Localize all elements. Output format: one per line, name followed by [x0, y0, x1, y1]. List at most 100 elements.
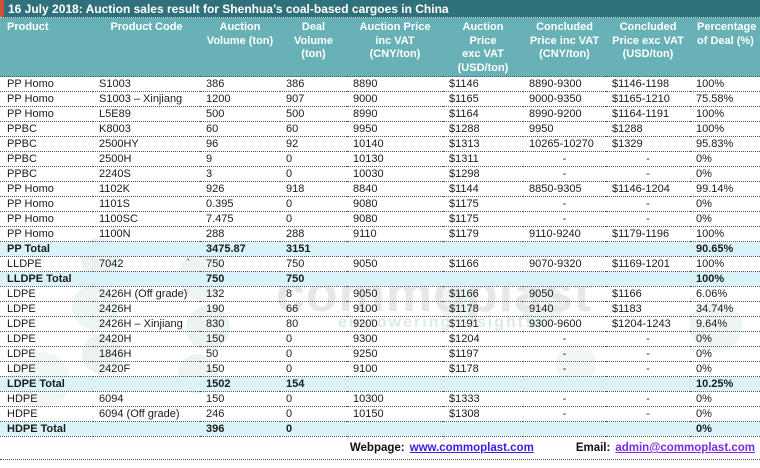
cell-product: LDPE — [0, 346, 93, 362]
cell-auction-price-inc-vat: 9080 — [347, 211, 443, 227]
cell-product-code — [93, 271, 200, 287]
table-row: PP Homo 1101S 0.395 0 9080 $1175- -0% — [0, 196, 760, 212]
cell-auction-price-inc-vat: 9100 — [347, 361, 443, 377]
cell-percentage-of-deal: 0% — [690, 166, 760, 182]
cell-concluded-price-inc-vat: - — [523, 391, 606, 407]
email-link[interactable]: admin@commoplast.com — [615, 442, 755, 454]
cell-concluded-price-inc-vat: - — [523, 151, 606, 167]
accent-stripe — [0, 0, 4, 17]
cell-auction-price-inc-vat: 9050 — [347, 286, 443, 302]
total-row: HDPE Total 396 0 0% — [0, 421, 760, 437]
cell-auction-price-inc-vat: 9300 — [347, 331, 443, 347]
cell-concluded-price-exc-vat — [606, 421, 690, 437]
cell-concluded-price-exc-vat: - — [606, 196, 690, 212]
cell-auction-price-inc-vat: 10150 — [347, 406, 443, 422]
cell-auction-volume: 500 — [200, 106, 280, 122]
cell-concluded-price-exc-vat: $1179-1196 — [606, 226, 690, 242]
table-row: PP Homo 1100N 288 288 9110 $1179 9110-9240 $117… — [0, 226, 760, 242]
col-header-percentage-of-deal: Percentage of Deal (%) — [690, 18, 760, 77]
table-row: LDPE 2426H 190 66 9100 $1178 9140 $1183 34.74% — [0, 301, 760, 317]
col-header-concluded-price-exc-vat: Concluded Price exc VAT (USD/ton) — [606, 18, 690, 77]
cell-auction-price-exc-vat: $1166 — [443, 286, 523, 302]
cell-concluded-price-inc-vat: - — [523, 361, 606, 377]
cell-auction-price-exc-vat — [443, 421, 523, 437]
table-row: LDPE 1846H 50 0 9250 $1197- -0% — [0, 346, 760, 362]
webpage-link[interactable]: www.commoplast.com — [409, 442, 534, 454]
header-row: Product Product Code Auction Volume (ton) D… — [0, 18, 760, 77]
cell-auction-price-inc-vat: 10140 — [347, 136, 443, 152]
cell-concluded-price-exc-vat — [606, 376, 690, 392]
cell-auction-price-exc-vat — [443, 241, 523, 257]
cell-product: HDPE — [0, 406, 93, 422]
cell-auction-price-exc-vat: $1146 — [443, 76, 523, 92]
cell-product-code: K8003 — [93, 121, 200, 137]
cell-concluded-price-exc-vat: - — [606, 361, 690, 377]
table-row: PP Homo L5E89 500 500 8990 $1164 8990-9200 $116… — [0, 106, 760, 122]
cell-percentage-of-deal: 100% — [690, 271, 760, 287]
cell-auction-price-inc-vat: 10130 — [347, 151, 443, 167]
cell-percentage-of-deal: 0% — [690, 151, 760, 167]
total-row: LDPE Total 1502 154 10.25% — [0, 376, 760, 392]
cell-auction-price-inc-vat: 9080 — [347, 196, 443, 212]
cell-product-code: L5E89 — [93, 106, 200, 122]
cell-deal-volume: 0 — [280, 331, 347, 347]
cell-deal-volume: 0 — [280, 196, 347, 212]
cell-concluded-price-exc-vat: $1166 — [606, 286, 690, 302]
cell-auction-volume: 7.475 — [200, 211, 280, 227]
cell-percentage-of-deal: 0% — [690, 211, 760, 227]
cell-product-code: 6094 (Off grade) — [93, 406, 200, 422]
cell-concluded-price-exc-vat: - — [606, 346, 690, 362]
cell-product: PPBC — [0, 151, 93, 167]
cell-auction-price-exc-vat: $1191 — [443, 316, 523, 332]
cell-auction-price-exc-vat — [443, 271, 523, 287]
cell-auction-price-exc-vat: $1178 — [443, 301, 523, 317]
cell-deal-volume: 0 — [280, 361, 347, 377]
cell-concluded-price-exc-vat: - — [606, 211, 690, 227]
cell-percentage-of-deal: 100% — [690, 226, 760, 242]
auction-table-wrap: Product Product Code Auction Volume (ton) D… — [0, 18, 760, 437]
cell-percentage-of-deal: 10.25% — [690, 376, 760, 392]
cell-auction-price-exc-vat: $1308 — [443, 406, 523, 422]
cell-auction-price-inc-vat — [347, 271, 443, 287]
cell-product: LDPE — [0, 361, 93, 377]
cell-auction-volume: 1502 — [200, 376, 280, 392]
cell-concluded-price-inc-vat: - — [523, 346, 606, 362]
cell-deal-volume: 0 — [280, 166, 347, 182]
auction-table: Product Product Code Auction Volume (ton) D… — [0, 18, 760, 437]
cell-auction-volume: 9 — [200, 151, 280, 167]
table-row: PP Homo S1003 – Xinjiang 1200 907 9000 $1165 9… — [0, 91, 760, 107]
cell-auction-price-exc-vat: $1175 — [443, 211, 523, 227]
cell-product-code: 1100N — [93, 226, 200, 242]
table-row: PP Homo S1003 386 386 8890 $1146 8890-9300 $114… — [0, 76, 760, 92]
cell-concluded-price-exc-vat: $1169-1201 — [606, 256, 690, 272]
cell-auction-volume: 50 — [200, 346, 280, 362]
cell-auction-volume: 0.395 — [200, 196, 280, 212]
cell-concluded-price-inc-vat: 8850-9305 — [523, 181, 606, 197]
cell-percentage-of-deal: 99.14% — [690, 181, 760, 197]
cell-auction-volume: 3475.87 — [200, 241, 280, 257]
cell-auction-volume: 150 — [200, 361, 280, 377]
cell-auction-price-inc-vat — [347, 421, 443, 437]
cell-deal-volume: 288 — [280, 226, 347, 242]
cell-product-code — [93, 241, 200, 257]
cell-auction-price-exc-vat: $1175 — [443, 196, 523, 212]
cell-product: PP Homo — [0, 76, 93, 92]
cell-deal-volume: 60 — [280, 121, 347, 137]
cell-percentage-of-deal: 0% — [690, 346, 760, 362]
cell-percentage-of-deal: 0% — [690, 421, 760, 437]
cell-product-code: 1846H — [93, 346, 200, 362]
cell-deal-volume: 0 — [280, 346, 347, 362]
cell-concluded-price-inc-vat: 8990-9200 — [523, 106, 606, 122]
table-row: PP Homo 1102K 926 918 8840 $1144 8850-9305 $114… — [0, 181, 760, 197]
cell-percentage-of-deal: 100% — [690, 76, 760, 92]
cell-percentage-of-deal: 100% — [690, 106, 760, 122]
cell-product-code: 6094 — [93, 391, 200, 407]
cell-concluded-price-exc-vat: - — [606, 166, 690, 182]
cell-product: PPBC — [0, 166, 93, 182]
cell-percentage-of-deal: 90.65% — [690, 241, 760, 257]
cell-deal-volume: 80 — [280, 316, 347, 332]
cell-concluded-price-exc-vat: $1146-1198 — [606, 76, 690, 92]
cell-auction-price-exc-vat: $1298 — [443, 166, 523, 182]
cell-auction-volume: 150 — [200, 391, 280, 407]
